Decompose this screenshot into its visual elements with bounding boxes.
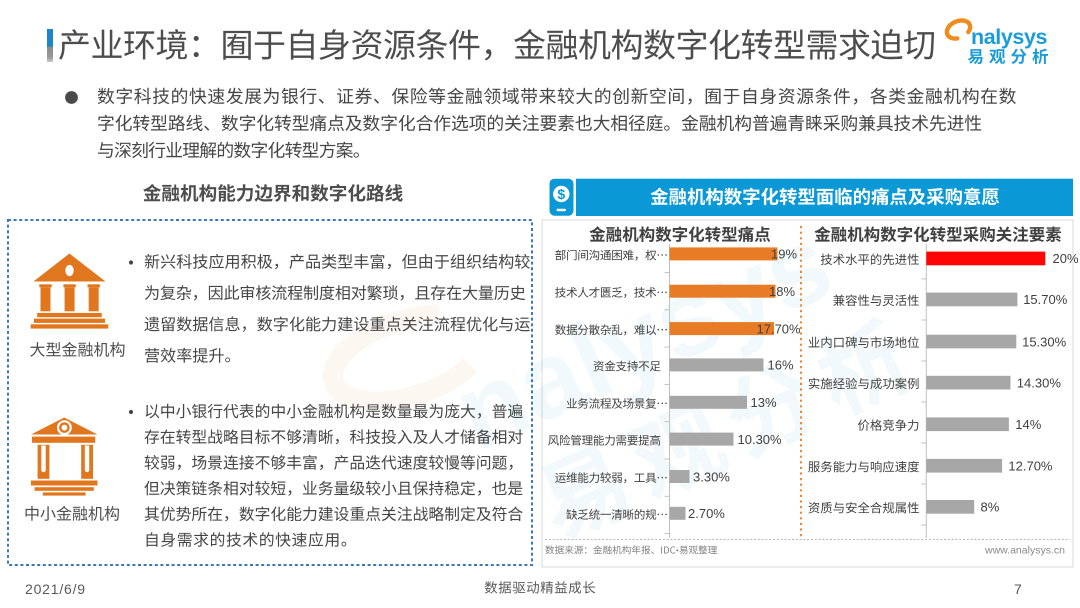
svg-text:17.70%: 17.70% bbox=[757, 321, 802, 336]
svg-text:8%: 8% bbox=[981, 500, 1000, 515]
svg-text:2.70%: 2.70% bbox=[688, 506, 725, 521]
svg-text:10.30%: 10.30% bbox=[738, 432, 783, 447]
svg-text:7: 7 bbox=[1014, 581, 1022, 597]
svg-text:14%: 14% bbox=[1015, 417, 1041, 432]
svg-text:nalysys: nalysys bbox=[971, 25, 1048, 49]
svg-text:13%: 13% bbox=[751, 395, 777, 410]
svg-text:19%: 19% bbox=[771, 247, 797, 262]
svg-text:14.30%: 14.30% bbox=[1017, 375, 1062, 390]
svg-text:3.30%: 3.30% bbox=[693, 469, 730, 484]
svg-text:16%: 16% bbox=[768, 358, 794, 373]
svg-text:www.analysys.cn: www.analysys.cn bbox=[984, 544, 1065, 556]
svg-text:12.70%: 12.70% bbox=[1008, 459, 1053, 474]
svg-text:2021/6/9: 2021/6/9 bbox=[25, 581, 86, 597]
svg-text:$: $ bbox=[557, 186, 565, 202]
svg-text:18%: 18% bbox=[769, 284, 795, 299]
svg-text:20%: 20% bbox=[1053, 251, 1079, 266]
svg-text:15.30%: 15.30% bbox=[1022, 334, 1067, 349]
svg-text:15.70%: 15.70% bbox=[1023, 292, 1068, 307]
